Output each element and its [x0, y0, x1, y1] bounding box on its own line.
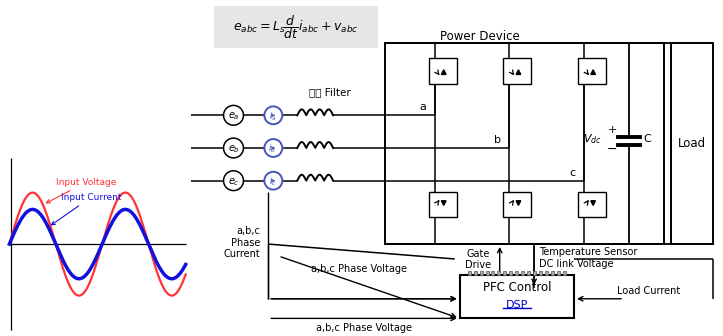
Text: $V_{dc}$: $V_{dc}$ — [583, 133, 602, 146]
Bar — [468, 271, 471, 275]
Bar — [497, 271, 500, 275]
Bar — [474, 271, 476, 275]
Bar — [534, 271, 536, 275]
Text: Temperature Sensor: Temperature Sensor — [539, 247, 638, 256]
Text: a,b,c Phase Voltage: a,b,c Phase Voltage — [316, 323, 412, 333]
Text: b: b — [494, 135, 501, 145]
Bar — [545, 271, 548, 275]
Text: 입력 Filter: 입력 Filter — [309, 87, 351, 97]
Bar — [539, 271, 542, 275]
Circle shape — [265, 107, 282, 124]
Text: $i_c$: $i_c$ — [269, 175, 276, 188]
Bar — [503, 58, 531, 84]
Text: $e_a$: $e_a$ — [228, 111, 239, 122]
Bar — [521, 271, 524, 275]
Text: Gate
Drive: Gate Drive — [465, 249, 491, 270]
Text: $e_{abc} = L_s \dfrac{d}{dt} i_{abc} + v_{abc}$: $e_{abc} = L_s \dfrac{d}{dt} i_{abc} + v… — [233, 13, 359, 41]
Text: $e_b$: $e_b$ — [228, 143, 239, 155]
Bar — [385, 43, 664, 244]
Bar — [510, 271, 513, 275]
Bar — [551, 271, 555, 275]
Bar — [557, 271, 560, 275]
Bar — [213, 6, 378, 48]
Bar — [527, 271, 531, 275]
Text: Input Voltage: Input Voltage — [46, 178, 116, 203]
Bar — [515, 271, 518, 275]
Text: a,b,c
Phase
Current: a,b,c Phase Current — [223, 226, 260, 259]
Text: Load: Load — [677, 137, 706, 150]
Polygon shape — [516, 201, 521, 205]
Circle shape — [223, 138, 244, 158]
Polygon shape — [441, 70, 446, 75]
Polygon shape — [516, 70, 521, 75]
Bar — [563, 271, 566, 275]
Bar — [578, 58, 606, 84]
Bar — [578, 192, 606, 217]
Bar — [479, 271, 482, 275]
Bar — [460, 275, 574, 319]
Circle shape — [265, 172, 282, 190]
Text: $i_b$: $i_b$ — [268, 143, 276, 155]
Circle shape — [265, 139, 282, 157]
Text: a,b,c Phase Voltage: a,b,c Phase Voltage — [311, 264, 407, 274]
Text: $i_a$: $i_a$ — [268, 110, 276, 123]
Bar — [503, 192, 531, 217]
Polygon shape — [441, 201, 446, 205]
Polygon shape — [591, 201, 596, 205]
Text: Input Current: Input Current — [51, 193, 121, 225]
Bar — [492, 271, 495, 275]
Bar — [429, 58, 457, 84]
Text: PFC Control: PFC Control — [483, 281, 551, 294]
Text: a: a — [419, 102, 426, 112]
Circle shape — [223, 171, 244, 191]
Bar — [486, 271, 489, 275]
Text: Load Current: Load Current — [617, 286, 680, 296]
Polygon shape — [591, 70, 596, 75]
Bar — [503, 271, 506, 275]
Text: +: + — [607, 125, 617, 135]
Text: C: C — [643, 134, 651, 143]
Text: $e_c$: $e_c$ — [228, 176, 239, 187]
Text: DSP: DSP — [505, 299, 528, 309]
Bar — [429, 192, 457, 217]
Text: DC link Voltage: DC link Voltage — [539, 259, 614, 269]
Circle shape — [223, 106, 244, 125]
Text: Power Device: Power Device — [440, 30, 519, 43]
Bar — [671, 43, 713, 244]
Text: c: c — [569, 168, 576, 178]
Text: −: − — [607, 143, 617, 156]
